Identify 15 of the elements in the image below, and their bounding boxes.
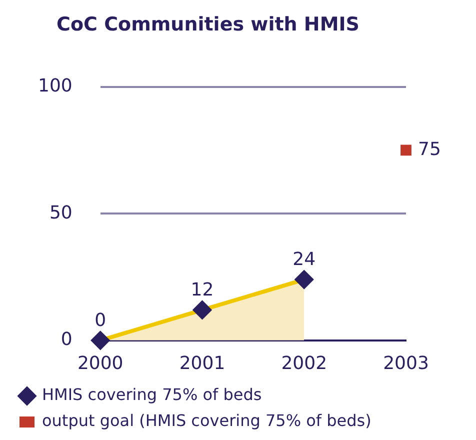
legend-label: HMIS covering 75% of beds — [42, 385, 262, 404]
x-tick-label: 2003 — [383, 352, 429, 374]
x-tick-label: 2002 — [281, 352, 328, 374]
legend-label: output goal (HMIS covering 75% of beds) — [42, 411, 372, 430]
y-tick-label: 50 — [49, 202, 72, 224]
x-tick-label: 2000 — [77, 352, 124, 374]
data-label: 12 — [190, 280, 214, 301]
data-label: 24 — [292, 249, 316, 270]
x-tick-label: 2001 — [179, 352, 226, 374]
chart-title: CoC Communities with HMIS — [56, 13, 360, 36]
point — [400, 144, 412, 156]
y-tick-label: 100 — [38, 75, 72, 96]
data-label: 75 — [418, 138, 441, 160]
data-label: 0 — [94, 310, 106, 332]
y-tick-label: 0 — [60, 329, 72, 350]
